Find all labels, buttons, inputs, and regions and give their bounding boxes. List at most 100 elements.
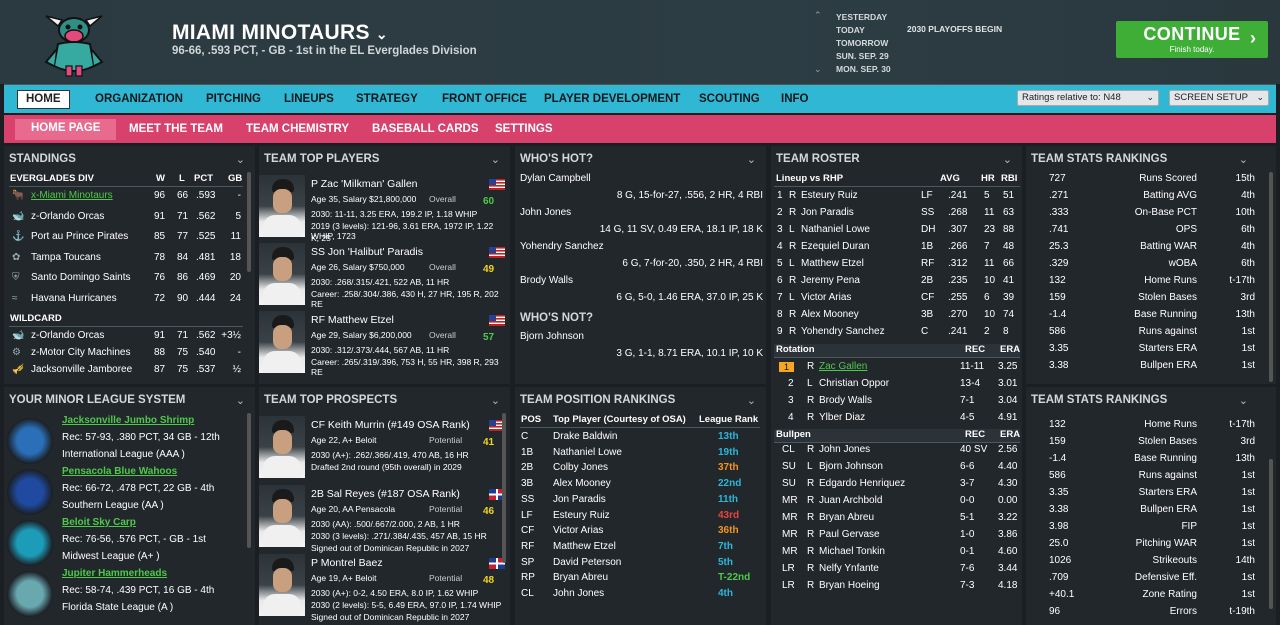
bullpen-row[interactable]: LR R Bryan Hoeing 7-3 4.18 <box>774 580 1020 597</box>
chevron-down-icon[interactable]: ⌄ <box>814 64 822 74</box>
team-name[interactable]: x-Miami Minotaurs <box>31 190 113 201</box>
bullpen-row[interactable]: LR R Nelfy Ynfante 7-6 3.44 <box>774 563 1020 580</box>
stat-row[interactable]: -1.4 Base Running 13th <box>1029 453 1265 470</box>
bullpen-row[interactable]: MR R Michael Tonkin 0-1 4.60 <box>774 546 1020 563</box>
stat-row[interactable]: 727 Runs Scored 15th <box>1029 173 1265 190</box>
chevron-down-icon[interactable]: ⌄ <box>235 395 245 407</box>
chevron-down-icon[interactable]: ⌄ <box>1238 395 1248 407</box>
hot-player-name[interactable]: Brody Walls <box>520 275 573 286</box>
team-name-dropdown[interactable]: MIAMI MINOTAURS ⌄ <box>172 21 388 45</box>
player-name[interactable]: Matthew Etzel <box>801 258 864 269</box>
nav-scouting[interactable]: SCOUTING <box>699 93 760 105</box>
standings-row[interactable]: ⚓ Port au Prince Pirates 85 77 .525 11 <box>9 231 243 248</box>
stat-row[interactable]: 586 Runs against 1st <box>1029 470 1265 487</box>
player-name[interactable]: RF Matthew Etzel <box>311 314 394 326</box>
date-list[interactable]: YESTERDAY TODAY TOMORROW SUN. SEP. 29 MO… <box>836 11 891 76</box>
stat-row[interactable]: 159 Stolen Bases 3rd <box>1029 436 1265 453</box>
scrollbar[interactable] <box>502 413 506 563</box>
player-name[interactable]: P Montrel Baez <box>311 557 383 569</box>
player-name[interactable]: Zac Gallen <box>819 361 868 372</box>
stat-row[interactable]: .333 On-Base PCT 10th <box>1029 207 1265 224</box>
stat-row[interactable]: 3.35 Starters ERA 1st <box>1029 487 1265 504</box>
player-name[interactable]: Bryan Hoeing <box>819 580 880 591</box>
minor-team-name[interactable]: Pensacola Blue Wahoos <box>62 466 178 477</box>
date-sun[interactable]: SUN. SEP. 29 <box>836 51 889 61</box>
player-name[interactable]: Nathaniel Lowe <box>801 224 870 235</box>
team-name[interactable]: Jacksonville Jamboree <box>31 364 133 375</box>
rotation-row[interactable]: 4 R Ylber Diaz 4-5 4.91 <box>774 412 1020 429</box>
date-mon[interactable]: MON. SEP. 30 <box>836 64 891 74</box>
player-name[interactable]: Alex Mooney <box>801 309 859 320</box>
standings-row[interactable]: ✿ Tampa Toucans 78 84 .481 18 <box>9 252 243 269</box>
wildcard-row[interactable]: 🐋 z-Orlando Orcas 91 71 .562 +3½ <box>9 330 243 347</box>
player-name[interactable]: Christian Oppor <box>819 378 890 389</box>
position-row[interactable]: 3B Alex Mooney 22nd <box>520 478 760 495</box>
stat-row[interactable]: .741 OPS 6th <box>1029 224 1265 241</box>
lineup-row[interactable]: 9 R Yohendry Sanchez C .241 2 8 <box>774 326 1020 343</box>
lineup-row[interactable]: 1 R Esteury Ruiz LF .241 5 51 <box>774 190 1020 207</box>
bullpen-row[interactable]: CL R John Jones 40 SV 2.56 <box>774 444 1020 461</box>
team-name[interactable]: Havana Hurricanes <box>31 292 117 304</box>
player-name[interactable]: Paul Gervase <box>819 529 880 540</box>
chevron-down-icon[interactable]: ⌄ <box>235 154 245 166</box>
rotation-row[interactable]: 2 L Christian Oppor 13-4 3.01 <box>774 378 1020 395</box>
player-name[interactable]: Nelfy Ynfante <box>819 563 879 574</box>
date-tomorrow[interactable]: TOMORROW <box>836 38 889 48</box>
position-row[interactable]: RP Bryan Abreu T-22nd <box>520 572 760 589</box>
player-headshot[interactable] <box>259 243 305 305</box>
minor-team-name[interactable]: Jupiter Hammerheads <box>62 568 168 579</box>
nav-info[interactable]: INFO <box>781 93 809 105</box>
chevron-down-icon[interactable]: ⌄ <box>746 395 756 407</box>
nav-organization[interactable]: ORGANIZATION <box>95 93 183 105</box>
player-name[interactable]: Jeremy Pena <box>801 275 860 286</box>
lineup-row[interactable]: 4 R Ezequiel Duran 1B .266 7 48 <box>774 241 1020 258</box>
minor-team-logo[interactable] <box>7 469 53 515</box>
stat-row[interactable]: 132 Home Runs t-17th <box>1029 419 1265 436</box>
minor-team-logo[interactable] <box>7 520 53 566</box>
standings-row[interactable]: 🐂 x-Miami Minotaurs 96 66 .593 - <box>9 190 243 207</box>
standings-row[interactable]: ≈ Havana Hurricanes 72 90 .444 24 <box>9 293 243 310</box>
date-today[interactable]: TODAY <box>836 25 865 35</box>
team-logo[interactable] <box>38 6 110 78</box>
subnav-baseball-cards[interactable]: BASEBALL CARDS <box>372 123 479 135</box>
stat-row[interactable]: 3.35 Starters ERA 1st <box>1029 343 1265 360</box>
chevron-down-icon[interactable]: ⌄ <box>1002 154 1012 166</box>
player-name[interactable]: Victor Arias <box>801 292 852 303</box>
screen-setup-select[interactable]: SCREEN SETUP ⌄ <box>1169 90 1269 106</box>
stat-row[interactable]: -1.4 Base Running 13th <box>1029 309 1265 326</box>
standings-row[interactable]: 🐋 z-Orlando Orcas 91 71 .562 5 <box>9 211 243 228</box>
stat-row[interactable]: 3.38 Bullpen ERA 1st <box>1029 360 1265 377</box>
player-name[interactable]: Brody Walls <box>819 395 872 406</box>
scrollbar[interactable] <box>1269 459 1273 609</box>
bullpen-row[interactable]: MR R Paul Gervase 1-0 3.86 <box>774 529 1020 546</box>
stat-row[interactable]: 25.0 Pitching WAR 1st <box>1029 538 1265 555</box>
player-name[interactable]: P Zac 'Milkman' Gallen <box>311 178 418 190</box>
team-name[interactable]: Santo Domingo Saints <box>31 272 131 283</box>
player-name[interactable]: Edgardo Henriquez <box>819 478 906 489</box>
team-name[interactable]: z-Orlando Orcas <box>31 210 105 222</box>
hot-player-name[interactable]: Dylan Campbell <box>520 173 591 184</box>
position-row[interactable]: LF Esteury Ruiz 43rd <box>520 510 760 527</box>
scrollbar[interactable] <box>247 413 251 548</box>
stat-row[interactable]: 586 Runs against 1st <box>1029 326 1265 343</box>
position-row[interactable]: SS Jon Paradis 11th <box>520 494 760 511</box>
stat-row[interactable]: 3.98 FIP 1st <box>1029 521 1265 538</box>
stat-row[interactable]: 96 Errors t-19th <box>1029 606 1265 623</box>
team-name[interactable]: z-Orlando Orcas <box>31 330 105 341</box>
stat-row[interactable]: 159 Stolen Bases 3rd <box>1029 292 1265 309</box>
hot-player-name[interactable]: John Jones <box>520 207 572 218</box>
ratings-select[interactable]: Ratings relative to: N48 ⌄ <box>1017 90 1159 106</box>
standings-row[interactable]: ⛨ Santo Domingo Saints 76 86 .469 20 <box>9 272 243 289</box>
position-row[interactable]: SP David Peterson 5th <box>520 557 760 574</box>
player-name[interactable]: SS Jon 'Halibut' Paradis <box>311 246 423 258</box>
date-yesterday[interactable]: YESTERDAY <box>836 12 888 22</box>
subnav-meet-the-team[interactable]: MEET THE TEAM <box>129 123 223 135</box>
stat-row[interactable]: 132 Home Runs t-17th <box>1029 275 1265 292</box>
position-row[interactable]: CF Victor Arias 36th <box>520 525 760 542</box>
nav-lineups[interactable]: LINEUPS <box>284 93 334 105</box>
nav-strategy[interactable]: STRATEGY <box>356 93 418 105</box>
position-row[interactable]: C Drake Baldwin 13th <box>520 431 760 448</box>
player-name[interactable]: Ezequiel Duran <box>801 241 870 252</box>
nav-pitching[interactable]: PITCHING <box>206 93 261 105</box>
position-row[interactable]: CL John Jones 4th <box>520 588 760 605</box>
